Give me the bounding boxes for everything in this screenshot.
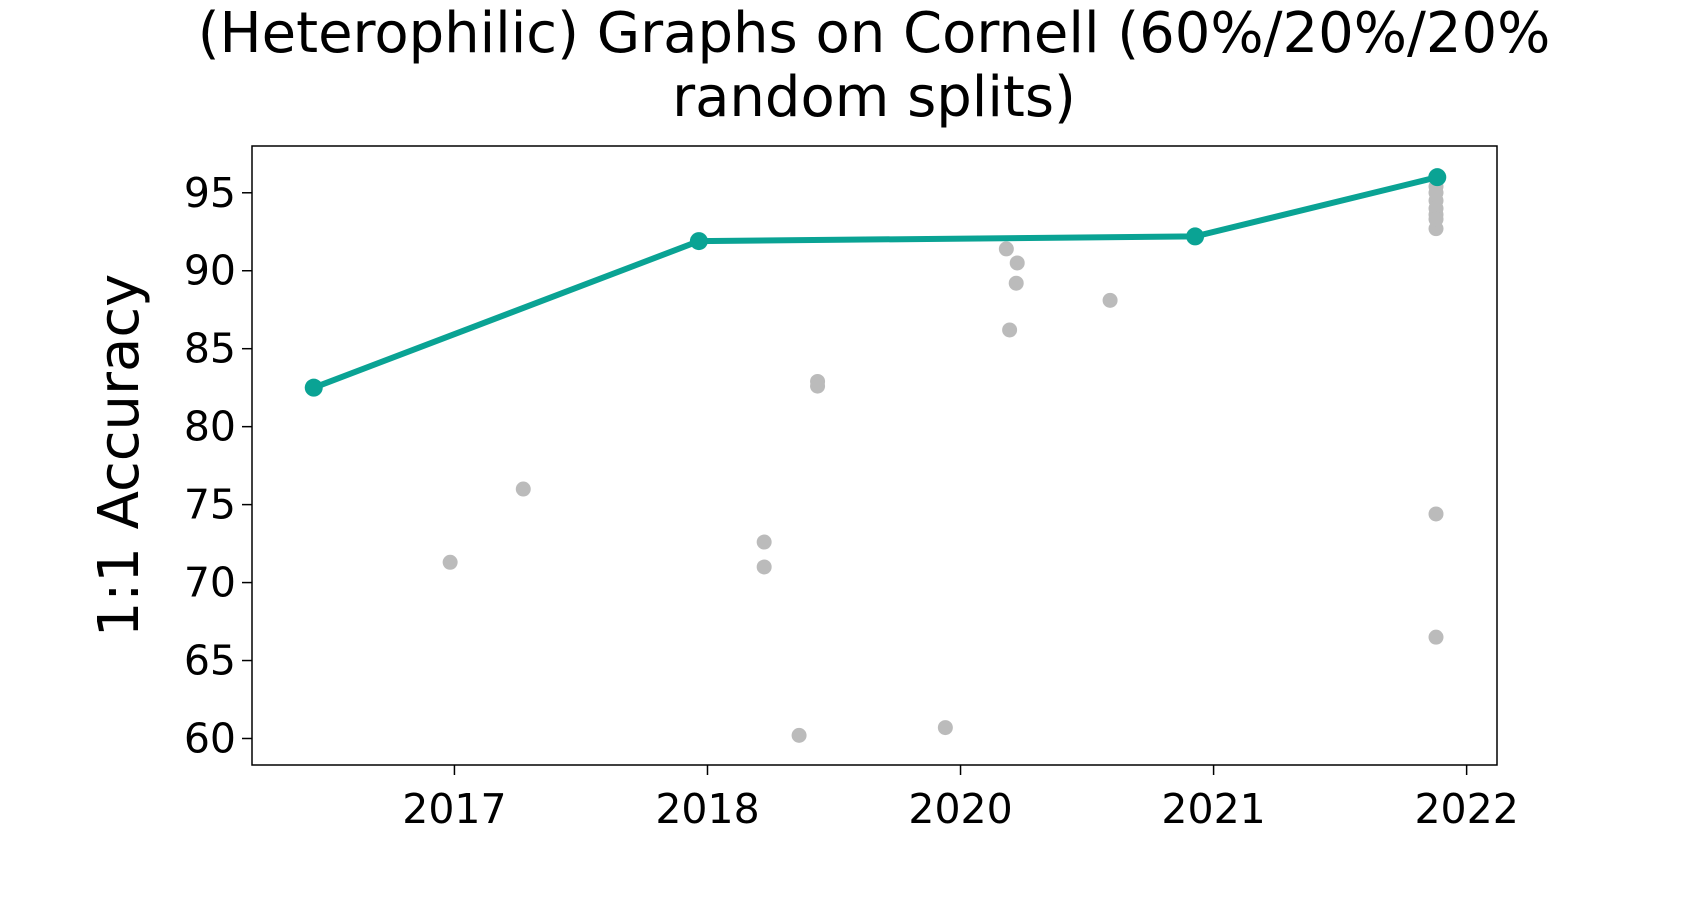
plot-frame [251,145,1498,766]
x-tick-label: 2022 [1414,785,1518,833]
data-point [756,559,772,575]
series-line [312,174,1438,391]
data-point [1008,275,1024,291]
data-point [1428,168,1447,187]
data-point [1102,292,1118,308]
data-point [515,481,531,497]
data-point [998,241,1014,257]
y-axis-label: 1:1 Accuracy [87,274,152,638]
data-point [756,534,772,550]
y-tick-label: 90 [184,247,236,295]
x-tick-label: 2018 [655,785,759,833]
y-tick-label: 60 [184,714,236,762]
data-point [689,232,708,251]
data-point [937,720,953,736]
y-tick-label: 85 [184,325,236,373]
x-tick-label: 2017 [402,785,506,833]
y-tick-label: 70 [184,559,236,607]
data-point [1186,227,1205,246]
data-point [1009,255,1025,271]
data-point [791,727,807,743]
data-point [1002,322,1018,338]
data-point [1428,506,1444,522]
chart-title: random splits) [672,65,1076,130]
data-point [442,554,458,570]
data-point [810,378,826,394]
data-point [1428,629,1444,645]
y-tick-label: 75 [184,481,236,529]
y-tick-label: 80 [184,403,236,451]
data-point [1428,211,1444,227]
y-tick-label: 95 [184,169,236,217]
y-tick-label: 65 [184,637,236,685]
chart-title: (Heterophilic) Graphs on Cornell (60%/20… [198,1,1551,66]
x-tick-label: 2020 [908,785,1012,833]
x-tick-label: 2021 [1161,785,1265,833]
data-point [304,378,323,397]
